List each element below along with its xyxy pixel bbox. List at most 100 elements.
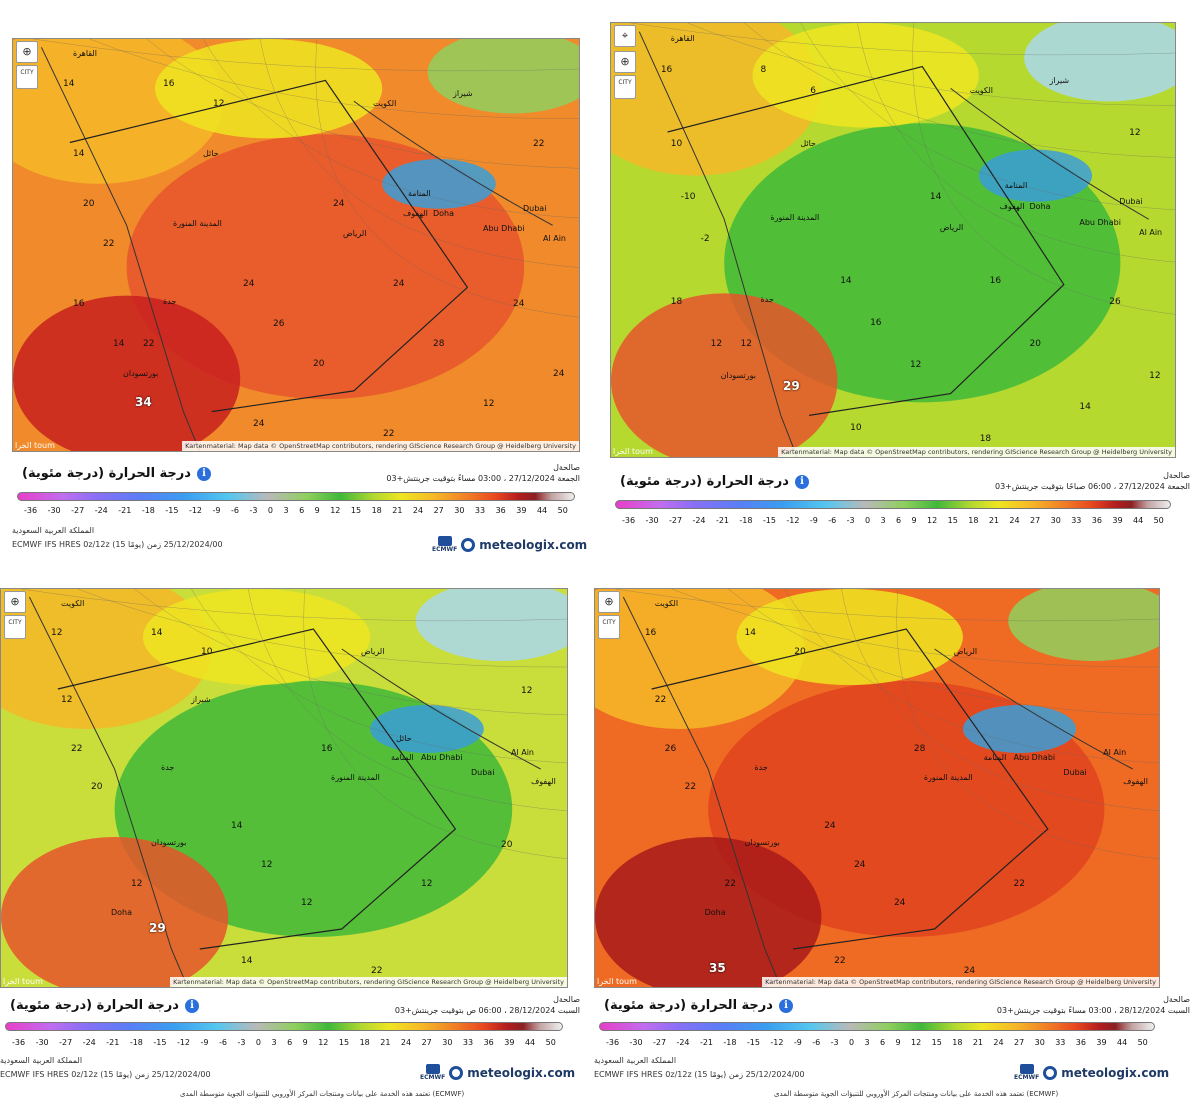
temperature-map[interactable]: ⊕ CITY القاهرة الكويت الرياض المدينة المنورة ج…	[12, 38, 580, 452]
model-run-info: ECMWF IFS HRES 0z/12z (15 يومًا) 25/12/2…	[0, 1070, 211, 1079]
city-label: Dubai	[471, 767, 495, 777]
zoom-icon[interactable]: ⊕	[4, 591, 26, 613]
scale-tick-label: -24	[676, 1038, 690, 1047]
scale-tick-label: 18	[968, 516, 979, 525]
city-toggle-icon[interactable]: CITY	[16, 65, 38, 89]
temperature-map[interactable]: ⊕ CITY الكويت الرياض المدينة المنورة جدة بورتس…	[594, 588, 1160, 988]
scale-tick-label: -3	[249, 506, 258, 515]
scale-tick-label: -15	[165, 506, 179, 515]
city-label: الهفوف	[531, 777, 556, 787]
ecmwf-label: ECMWF	[1014, 1074, 1040, 1081]
city-label: جدة	[161, 762, 175, 772]
scale-tick-label: 27	[421, 1038, 432, 1047]
temperature-value: 12	[131, 878, 143, 889]
temperature-value: 20	[91, 782, 103, 793]
temperature-color-scale	[17, 492, 575, 501]
meteologix-logo[interactable]: ECMWF meteologix.com	[1014, 1064, 1169, 1081]
city-label: الهفوف	[999, 202, 1025, 212]
map-corner-label: الخرا toum	[613, 447, 653, 456]
scale-tick-label: -36	[12, 1038, 26, 1047]
temperature-value: 20	[313, 359, 325, 369]
scale-tick-label: -27	[59, 1038, 73, 1047]
temperature-value: 22	[103, 239, 115, 249]
city-toggle-icon[interactable]: CITY	[4, 615, 26, 639]
zoom-icon[interactable]: ⊕	[598, 591, 620, 613]
scale-tick-label: -36	[622, 516, 636, 525]
scale-tick-label: 30	[1050, 516, 1061, 525]
location-pin-icon[interactable]: ⌖	[614, 25, 636, 47]
scale-ticks: -36 -30 -27 -24 -21 -18 -15 -12 -9 -6 -3 0 3 6 9 12 15 18…	[24, 506, 568, 515]
scale-tick-label: -27	[652, 1038, 667, 1047]
map-attribution[interactable]: Kartenmaterial: Map data © OpenStreetMap…	[778, 447, 1175, 457]
chart-title-row: i درجة الحرارة (درجة مئوية)	[620, 474, 809, 489]
scale-tick-label: -30	[47, 506, 61, 515]
city-toggle-icon[interactable]: CITY	[598, 615, 620, 639]
temperature-value: 22	[371, 965, 383, 976]
temperature-value: 12	[261, 859, 273, 870]
map-attribution[interactable]: Kartenmaterial: Map data © OpenStreetMap…	[170, 977, 567, 987]
forecast-panel-2: ⌖ ⊕ CITY القاهرة الكويت الرياض المدينة المنورة…	[600, 0, 1200, 560]
scale-tick-label: -36	[606, 1038, 620, 1047]
scale-tick-label: -15	[762, 516, 776, 525]
scale-ticks: -36 -30 -27 -24 -21 -18 -15 -12 -9 -6 -3 0 3 6 9 12 15 18…	[622, 516, 1164, 525]
ecmwf-logo-icon: ECMWF	[420, 1064, 445, 1081]
temperature-value: 24	[243, 279, 255, 289]
temperature-value: 14	[151, 627, 163, 638]
scale-tick-label: -12	[786, 516, 800, 525]
scale-tick-label: 12	[330, 506, 341, 515]
meteologix-logo[interactable]: ECMWF meteologix.com	[432, 536, 587, 553]
map-attribution[interactable]: Kartenmaterial: Map data © OpenStreetMap…	[182, 441, 579, 451]
temperature-field	[1, 589, 567, 987]
valid-label: صالحةل	[553, 463, 580, 472]
info-icon[interactable]: i	[184, 998, 199, 1013]
temperature-map[interactable]: ⌖ ⊕ CITY القاهرة الكويت الرياض المدينة المنورة…	[610, 22, 1176, 458]
zoom-icon[interactable]: ⊕	[16, 41, 38, 63]
scale-tick-label: -12	[770, 1038, 784, 1047]
city-label: الكويت	[654, 598, 679, 608]
scale-tick-label: 12	[318, 1038, 329, 1047]
temperature-map[interactable]: ⊕ CITY الكويت الرياض المدينة المنورة جدة بورتس…	[0, 588, 568, 988]
scale-tick-label: 18	[359, 1038, 370, 1047]
data-source-footnote: (ECMWF) تعتمد هذه الخدمة على بيانات ومنت…	[180, 1090, 465, 1098]
forecast-panel-4: ⊕ CITY الكويت الرياض المدينة المنورة جدة بورتس…	[590, 578, 1200, 1106]
temperature-value: 28	[433, 339, 445, 349]
scale-tick-label: -21	[118, 506, 132, 515]
scale-tick-label: 3	[864, 1038, 870, 1047]
map-corner-label: الخرا toum	[15, 441, 55, 450]
temperature-value: 12	[1129, 128, 1141, 139]
city-toggle-icon[interactable]: CITY	[614, 75, 636, 99]
scale-tick-label: 9	[895, 1038, 901, 1047]
city-label: القاهرة	[670, 33, 695, 43]
city-label: Al Ain	[511, 748, 535, 758]
info-icon[interactable]: i	[794, 474, 809, 489]
city-label: القاهرة	[73, 49, 97, 58]
meteologix-logo-icon	[1043, 1065, 1058, 1080]
scale-tick-label: 24	[1009, 516, 1020, 525]
temperature-color-scale	[5, 1022, 563, 1031]
meteologix-logo[interactable]: ECMWF meteologix.com	[420, 1064, 575, 1081]
info-icon[interactable]: i	[196, 466, 211, 481]
city-label: جدة	[760, 294, 774, 304]
temperature-value: 24	[393, 279, 405, 289]
chart-title-row: i درجة الحرارة (درجة مئوية)	[22, 466, 211, 481]
city-label: شيراز	[453, 89, 473, 98]
temperature-value: 14	[231, 820, 243, 831]
scale-tick-label: -30	[645, 516, 659, 525]
scale-tick-label: 27	[433, 506, 444, 515]
scale-tick-label: -36	[24, 506, 38, 515]
temperature-value: 18	[670, 296, 683, 307]
info-icon[interactable]: i	[778, 998, 793, 1013]
valid-datetime: الجمعة 27/12/2024 ، 03:00 مساءً بتوقيت ج…	[386, 474, 580, 483]
temperature-value: 20	[794, 646, 806, 657]
temperature-value: 22	[654, 695, 667, 706]
map-attribution[interactable]: Kartenmaterial: Map data © OpenStreetMap…	[762, 977, 1159, 987]
city-label: المنامة	[983, 753, 1007, 763]
valid-time: صالحةل السبت 28/12/2024 ، 03:00 مساءً بتو…	[997, 994, 1190, 1016]
zoom-icon[interactable]: ⊕	[614, 51, 636, 73]
scale-tick-label: -30	[35, 1038, 49, 1047]
temperature-value: 28	[913, 743, 926, 754]
scale-tick-label: -24	[692, 516, 706, 525]
temperature-value: 24	[824, 820, 836, 831]
scale-tick-label: -18	[739, 516, 753, 525]
scale-tick-label: -18	[141, 506, 155, 515]
